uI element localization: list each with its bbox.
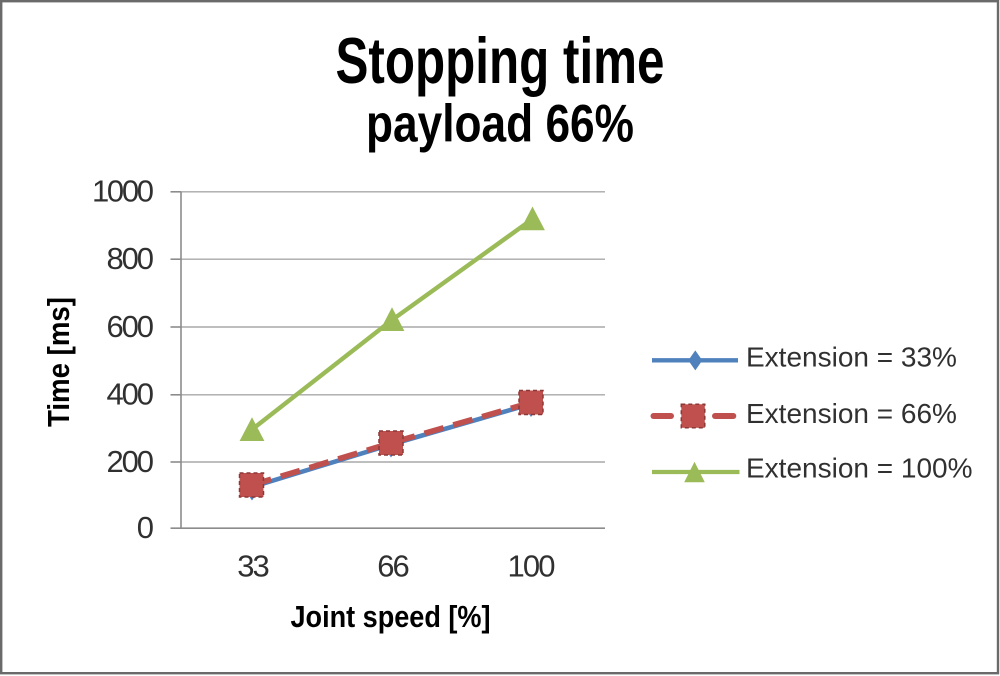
svg-text:Stopping time: Stopping time <box>336 24 665 97</box>
svg-text:Joint speed [%]: Joint speed [%] <box>291 599 491 634</box>
svg-text:payload 66%: payload 66% <box>366 95 634 154</box>
svg-text:Time [ms]: Time [ms] <box>41 297 76 427</box>
svg-text:0: 0 <box>137 510 154 545</box>
svg-text:600: 600 <box>107 309 155 344</box>
svg-text:66: 66 <box>377 549 410 584</box>
svg-text:200: 200 <box>107 444 155 479</box>
svg-text:800: 800 <box>107 241 155 276</box>
svg-text:Extension = 33%: Extension = 33% <box>746 342 957 373</box>
svg-text:33: 33 <box>237 549 270 584</box>
svg-text:Extension = 100%: Extension = 100% <box>746 453 973 484</box>
svg-text:400: 400 <box>107 377 155 412</box>
svg-text:100: 100 <box>508 549 556 584</box>
svg-text:1000: 1000 <box>92 174 154 209</box>
svg-text:Extension = 66%: Extension = 66% <box>746 398 957 429</box>
